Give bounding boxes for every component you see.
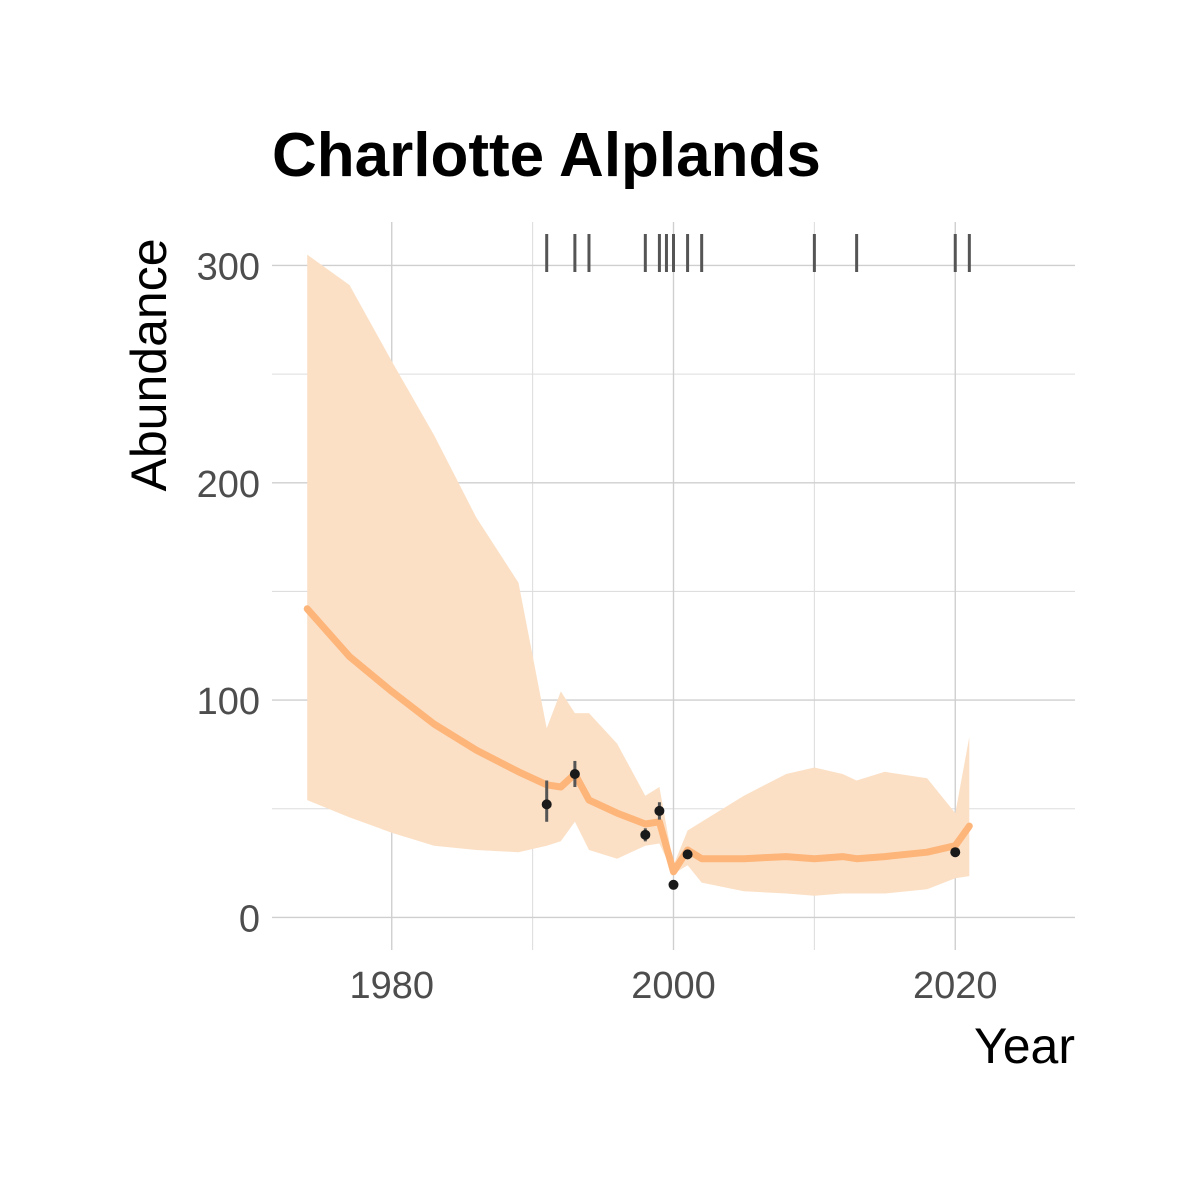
x-tick-label: 2000	[631, 965, 716, 1007]
observation-point	[668, 879, 679, 890]
x-tick-label: 2020	[913, 965, 998, 1007]
trend-line-layer	[303, 605, 973, 876]
y-tick-label: 0	[239, 898, 260, 940]
observation-point	[541, 799, 552, 810]
observation-point	[569, 768, 580, 779]
observation-point	[654, 805, 665, 816]
survey-rug-layer	[545, 234, 971, 272]
y-tick-label: 300	[197, 246, 260, 288]
y-tick-labels: 0 100 200 300	[197, 246, 260, 940]
confidence-band-layer	[307, 254, 970, 896]
y-tick-label: 100	[197, 681, 260, 723]
x-axis-title: Year	[974, 1018, 1075, 1074]
observation-point	[950, 847, 961, 858]
observation-point	[682, 849, 693, 860]
y-axis-title: Abundance	[121, 238, 177, 491]
trend-line	[303, 605, 973, 876]
x-tick-label: 1980	[349, 965, 434, 1007]
x-tick-labels: 1980 2000 2020	[349, 965, 997, 1007]
confidence-band	[307, 254, 970, 896]
observation-point	[640, 829, 651, 840]
y-tick-label: 200	[197, 464, 260, 506]
observations-layer	[541, 760, 961, 890]
chart-title: Charlotte Alplands	[272, 121, 821, 190]
